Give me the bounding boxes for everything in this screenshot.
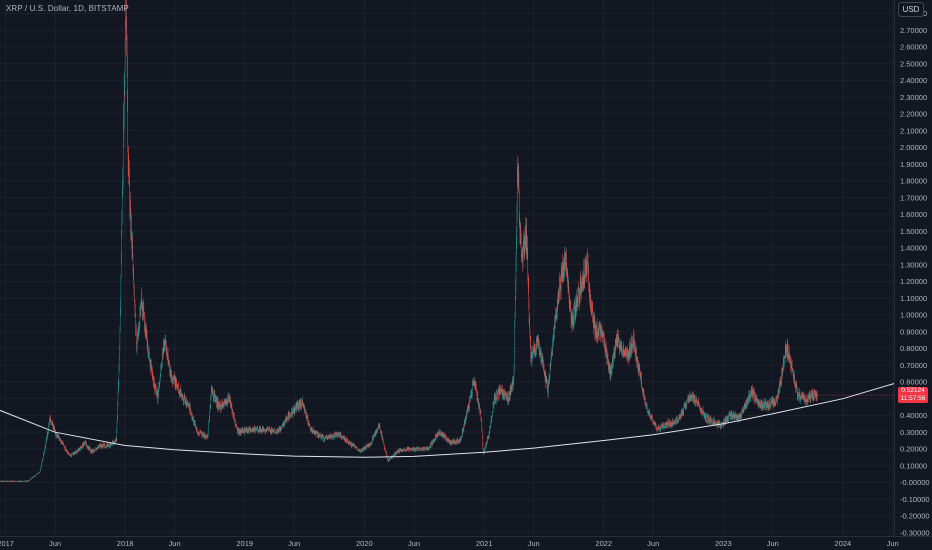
price-tick-label: 0.10000 [900, 461, 927, 470]
price-tick-label: 1.90000 [900, 160, 927, 169]
time-tick-label: 2024 [835, 539, 852, 548]
price-tick-label: 1.40000 [900, 244, 927, 253]
price-tick-label: 0.60000 [900, 378, 927, 387]
price-tick-label: 1.20000 [900, 277, 927, 286]
price-tick-label: 1.60000 [900, 210, 927, 219]
time-tick-label: Jun [408, 539, 420, 548]
price-tick-label: 1.10000 [900, 294, 927, 303]
price-tick-label: 2.50000 [900, 59, 927, 68]
price-tick-label: -0.00000 [900, 478, 930, 487]
time-tick-label: Jun [528, 539, 540, 548]
time-tick-label: 2023 [715, 539, 732, 548]
price-axis[interactable]: 2.800002.700002.600002.500002.400002.300… [894, 0, 930, 537]
price-tick-label: 1.70000 [900, 193, 927, 202]
price-tick-label: 1.80000 [900, 177, 927, 186]
time-tick-label: 2018 [117, 539, 134, 548]
time-tick-label: 2020 [356, 539, 373, 548]
time-tick-label: Jun [288, 539, 300, 548]
price-tick-label: 0.90000 [900, 327, 927, 336]
time-tick-label: 2019 [236, 539, 253, 548]
price-tick-label: 0.30000 [900, 428, 927, 437]
price-tick-label: -0.10000 [900, 495, 930, 504]
price-tick-label: 2.00000 [900, 143, 927, 152]
time-tick-label: Jun [169, 539, 181, 548]
price-tick-label: 2.10000 [900, 126, 927, 135]
time-tick-label: Jun [887, 539, 899, 548]
price-tick-label: 2.60000 [900, 43, 927, 52]
time-axis[interactable]: 2017 Jun 2018 Jun 2019 Jun 2020 Jun 2021 Jun 2022 J… [0, 536, 932, 549]
bar-countdown: 11:57:56 [900, 395, 926, 403]
last-price-value: 0.52124 [901, 387, 925, 395]
price-tick-label: 2.40000 [900, 76, 927, 85]
price-tick-label: 2.30000 [900, 93, 927, 102]
price-tick-label: 0.20000 [900, 445, 927, 454]
time-tick-label: Jun [767, 539, 779, 548]
currency-button[interactable]: USD [898, 2, 924, 17]
candles [0, 0, 894, 483]
price-tick-label: 2.70000 [900, 26, 927, 35]
time-tick-label: Jun [49, 539, 61, 548]
time-tick-label: 2017 [0, 539, 14, 548]
time-tick-label: 2022 [595, 539, 612, 548]
price-tick-label: -0.20000 [900, 512, 930, 521]
price-tick-label: 1.00000 [900, 311, 927, 320]
symbol-title: XRP / U.S. Dollar, 1D, BITSTAMP [6, 4, 129, 13]
time-tick-label: Jun [647, 539, 659, 548]
price-tick-label: 2.20000 [900, 110, 927, 119]
price-tick-label: 0.80000 [900, 344, 927, 353]
price-tick-label: 1.50000 [900, 227, 927, 236]
price-tick-label: 0.40000 [900, 411, 927, 420]
trendline[interactable] [0, 383, 895, 458]
price-tick-label: 0.70000 [900, 361, 927, 370]
last-price-label: 0.52124 11:57:56 [898, 387, 928, 404]
price-tick-label: 1.30000 [900, 260, 927, 269]
time-tick-label: 2021 [476, 539, 493, 548]
price-tick-label: -0.30000 [900, 528, 930, 537]
